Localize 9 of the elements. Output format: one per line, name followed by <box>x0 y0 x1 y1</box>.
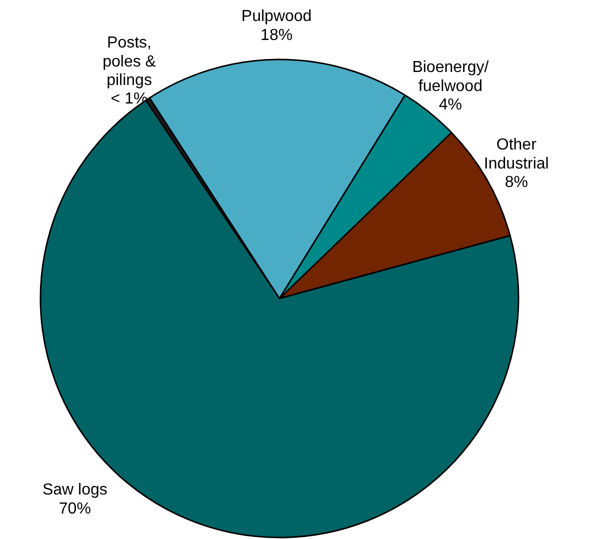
slice-label: Saw logs <box>42 482 108 499</box>
slice-label: Pulpwood <box>241 8 312 26</box>
slice-label: Posts, poles & pilings <box>102 34 156 90</box>
slice-label: Other Industrial <box>484 136 549 172</box>
data-label: 70% <box>58 500 91 518</box>
data-label: 8% <box>504 174 528 192</box>
data-label: 18% <box>260 26 293 44</box>
data-label: 4% <box>438 96 462 114</box>
slice-label: Bioenergy/fuelwood <box>412 59 490 95</box>
